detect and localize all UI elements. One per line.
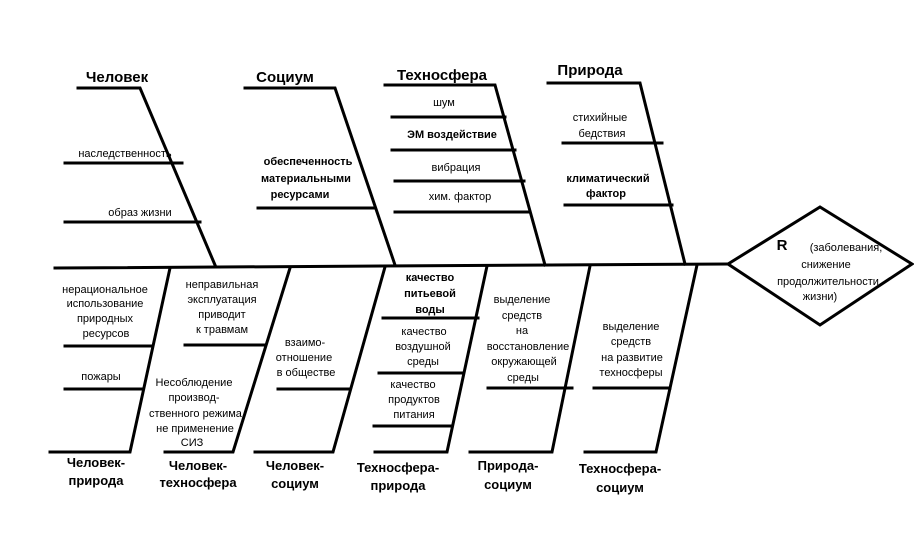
bone-item: в обществе (277, 367, 336, 379)
bone-title: Техносфера (397, 67, 488, 84)
bone-item: шум (433, 97, 455, 109)
bone-item: среды (507, 372, 539, 384)
bone-chelovek-socium: взаимо- отношение в обществе Человек- со… (253, 265, 387, 491)
bone-item: ресурсами (271, 189, 330, 201)
bone-title: социум (271, 476, 319, 491)
bone-item: окружающей (491, 356, 556, 368)
bone-item: образ жизни (108, 207, 171, 219)
bone-item: средств (611, 336, 651, 348)
result-text-line: жизни) (803, 291, 837, 303)
bone-tekhnosfera: Техносфера шум ЭМ воздействие вибрация х… (383, 67, 547, 267)
spine-line (53, 262, 730, 270)
bone-item: восстановление (487, 341, 570, 353)
bone-title: Техносфера- (579, 461, 661, 476)
bone-title: социум (596, 480, 644, 495)
result-text-line: снижение (801, 259, 851, 271)
bone-title: Природа (557, 62, 623, 79)
result-text-line: продолжительности (777, 276, 879, 288)
bone-item: приводит (198, 309, 245, 321)
bone-item: качество (401, 326, 446, 338)
bone-title: природа (69, 473, 125, 488)
bone-item: не применение (156, 423, 234, 435)
bone-item: к травмам (196, 324, 248, 336)
bone-item: взаимо- (285, 337, 326, 349)
bone-item: средств (502, 310, 542, 322)
bone-item: производ- (168, 392, 219, 404)
result-letter: R (777, 237, 788, 254)
bone-priroda: Природа стихийные бедствия климатический… (546, 62, 687, 266)
bone-item: качество (390, 379, 435, 391)
result-diamond (725, 205, 914, 327)
bone-item: эксплуатация (187, 294, 256, 306)
bone-chelovek: Человек наследственность образ жизни (63, 69, 217, 267)
bone-item: среды (407, 356, 439, 368)
bone-item: техносферы (599, 367, 662, 379)
bone-title: Природа- (478, 458, 539, 473)
bone-item: ЭМ воздействие (407, 129, 497, 141)
bone-item: питания (393, 409, 434, 421)
bone-chelovek-tekhnosfera: неправильная эксплуатация приводит к тра… (149, 266, 292, 490)
bone-item: на развитие (601, 352, 663, 364)
bone-title: Человек- (169, 458, 227, 473)
bone-item: материальными (261, 173, 351, 185)
bone-item: выделение (603, 321, 660, 333)
bone-item: наследственность (78, 148, 172, 160)
result-text-line: (заболевания, (810, 242, 883, 254)
bone-item: питьевой (404, 288, 456, 300)
bone-item: СИЗ (181, 437, 204, 449)
bone-item: на (516, 325, 529, 337)
bone-tekhnosfera-priroda: качество питьевой воды качество воздушно… (357, 264, 489, 493)
bone-item: продуктов (388, 394, 440, 406)
bone-tekhnosfera-socium: выделение средств на развитие техносферы… (579, 263, 699, 495)
bone-item: Несоблюдение (156, 377, 233, 389)
bone-item: воздушной (395, 341, 451, 353)
bone-title: техносфера (159, 475, 237, 490)
bone-item: вибрация (432, 162, 481, 174)
bone-item: ственного режима, (149, 408, 245, 420)
bone-item: хим. фактор (429, 191, 492, 203)
bone-item: качество (406, 272, 455, 284)
bone-item: стихийные (573, 112, 628, 124)
bone-item: бедствия (579, 128, 626, 140)
bone-priroda-socium: выделение средств на восстановление окру… (468, 264, 592, 492)
bone-title: Человек- (67, 455, 125, 470)
bone-item: воды (415, 304, 445, 316)
bone-title: Человек- (266, 458, 324, 473)
bone-item: природных (77, 313, 134, 325)
bone-item: ресурсов (83, 328, 130, 340)
bone-item: неправильная (186, 279, 259, 291)
bone-title: социум (484, 477, 532, 492)
bone-item: обеспеченность (264, 156, 353, 168)
bone-item: фактор (586, 188, 626, 200)
bone-socium: Социум обеспеченность материальными ресу… (243, 69, 397, 267)
bone-title: Социум (256, 69, 314, 86)
bone-item: использование (67, 298, 144, 310)
bone-item: отношение (276, 352, 332, 364)
bone-item: пожары (81, 371, 121, 383)
bone-chelovek-priroda: нерациональное использование природных р… (48, 266, 172, 488)
bone-item: климатический (566, 173, 649, 185)
bone-title: природа (371, 478, 427, 493)
bone-item: нерациональное (62, 284, 148, 296)
bone-title: Человек (86, 69, 149, 86)
bone-title: Техносфера- (357, 460, 439, 475)
bone-item: выделение (494, 294, 551, 306)
